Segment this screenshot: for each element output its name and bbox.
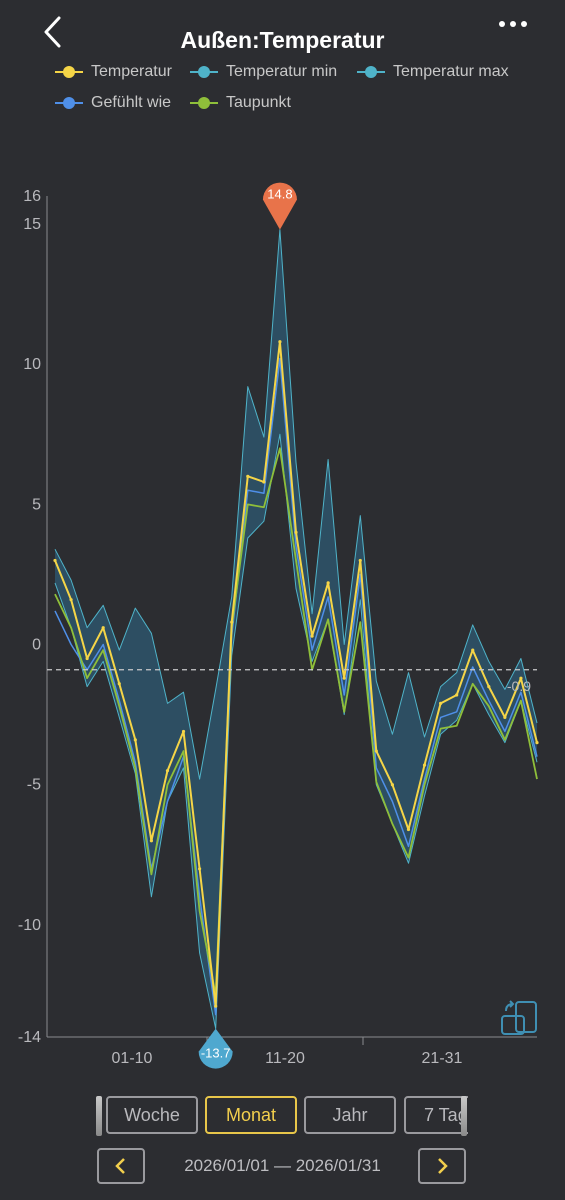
min-marker-label: -13.7 (201, 1046, 231, 1061)
data-point-temperatur (53, 558, 57, 563)
y-tick-label: 16 (23, 188, 41, 205)
legend-swatch-icon (357, 65, 385, 79)
next-period-button[interactable] (418, 1148, 466, 1184)
legend-item-taupunkt[interactable]: Taupunkt (190, 91, 291, 115)
min-marker-shape (198, 1028, 233, 1069)
y-tick-label: -5 (27, 777, 41, 794)
legend-label: Taupunkt (226, 94, 291, 111)
data-point-temperatur (326, 581, 330, 585)
legend-swatch-icon (55, 96, 83, 110)
more-dots-icon[interactable] (496, 14, 530, 34)
previous-period-button[interactable] (97, 1148, 145, 1184)
rotate-screen-icon[interactable] (500, 1000, 538, 1036)
legend-swatch-icon (190, 65, 218, 79)
data-point-temperatur (471, 648, 475, 652)
data-point-temperatur (390, 783, 394, 787)
period-seven-days-button[interactable]: 7 Tag (404, 1096, 468, 1134)
data-point-temperatur (149, 839, 153, 843)
legend-label: Temperatur (91, 63, 172, 80)
legend-label: Temperatur max (393, 63, 509, 80)
data-point-temperatur (342, 676, 346, 680)
data-point-temperatur (246, 474, 250, 478)
chevron-right-icon (438, 1158, 448, 1174)
series-line-temperatur-max (54, 229, 538, 780)
y-tick-label: 10 (23, 356, 41, 373)
reference-line-label: -0.9 (507, 678, 531, 694)
legend-label: Gefühlt wie (91, 94, 172, 111)
data-point-temperatur (117, 682, 121, 686)
data-point-temperatur (439, 701, 443, 706)
legend-item-temperatur-min[interactable]: Temperatur min (190, 60, 337, 84)
legend-item-gefuehlt-wie[interactable]: Gefühlt wie (55, 91, 171, 115)
max-marker-label: 14.8 (267, 187, 292, 202)
data-point-temperatur (358, 558, 362, 563)
y-tick-label: -14 (18, 1029, 41, 1046)
y-tick-label: -10 (18, 917, 41, 934)
max-marker-shape (262, 182, 297, 230)
data-point-temperatur (133, 738, 137, 742)
data-point-temperatur (422, 763, 427, 767)
data-point-temperatur (85, 656, 89, 661)
y-tick-label: 5 (32, 496, 41, 513)
period-selector: Woche Monat Jahr 7 Tag (96, 1093, 468, 1139)
x-tick-label: 21-31 (422, 1050, 463, 1067)
chevron-left-icon (115, 1158, 125, 1174)
data-point-temperatur (230, 620, 234, 624)
data-point-temperatur (181, 729, 186, 734)
data-point-temperatur (310, 634, 314, 638)
x-tick-label: 11-20 (265, 1050, 305, 1067)
data-point-temperatur (487, 684, 491, 689)
legend-item-temperatur[interactable]: Temperatur (55, 60, 172, 84)
y-tick-label: 15 (23, 216, 41, 233)
data-point-temperatur (69, 598, 73, 602)
x-tick-label: 01-10 (112, 1050, 153, 1067)
series-line-gefuehlt-wie (54, 357, 538, 1016)
legend-swatch-icon (190, 96, 218, 110)
temperature-chart[interactable]: 16 15 10 5 0 -5 -10 -14 01-10 11-20 21-31 -0.9 14.8 -… (0, 180, 565, 1080)
data-point-temperatur (165, 769, 170, 773)
series-line-taupunkt (54, 447, 538, 996)
header: Außen:Temperatur (0, 0, 565, 60)
date-range: 2026/01/01 — 2026/01/31 (184, 1156, 381, 1175)
legend-item-temperatur-max[interactable]: Temperatur max (357, 60, 509, 84)
data-point-temperatur (101, 626, 105, 630)
legend-label: Temperatur min (226, 63, 338, 80)
chart-legend: Temperatur Temperatur min Temperatur max… (55, 60, 555, 120)
data-point-temperatur (455, 693, 459, 697)
data-point-temperatur (278, 340, 282, 344)
scroll-edge-right (461, 1096, 467, 1136)
page-title: Außen:Temperatur (180, 27, 385, 53)
max-marker: 14.8 (262, 182, 297, 230)
data-point-temperatur (535, 741, 539, 745)
data-point-temperatur (198, 867, 202, 871)
legend-swatch-icon (55, 65, 83, 79)
period-week-button[interactable]: Woche (106, 1096, 198, 1134)
data-point-temperatur (406, 827, 411, 832)
period-year-button[interactable]: Jahr (304, 1096, 396, 1134)
data-point-temperatur (214, 1004, 218, 1008)
min-marker: -13.7 (198, 1028, 233, 1069)
data-point-temperatur (374, 749, 378, 753)
data-point-temperatur (262, 480, 266, 484)
chevron-left-icon[interactable] (38, 14, 68, 50)
scroll-edge-left (96, 1096, 102, 1136)
data-point-temperatur (503, 715, 507, 720)
data-point-temperatur (519, 676, 523, 680)
y-tick-label: 0 (32, 637, 41, 654)
data-point-temperatur (294, 530, 298, 535)
period-month-button[interactable]: Monat (205, 1096, 297, 1134)
